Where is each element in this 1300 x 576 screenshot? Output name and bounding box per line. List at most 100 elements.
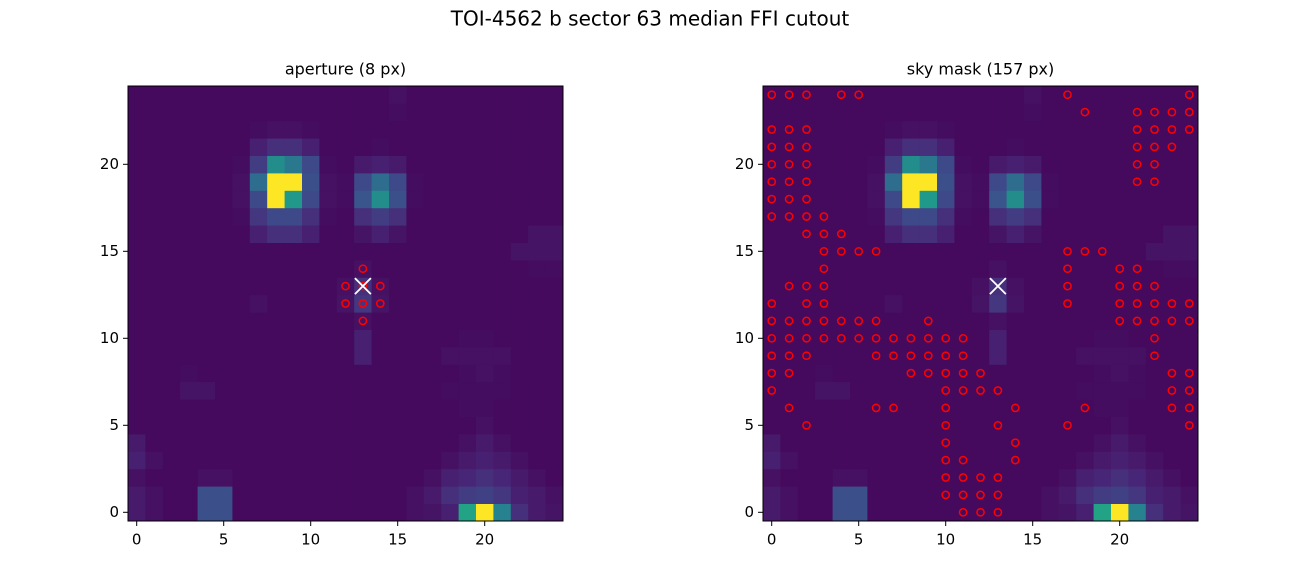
heatmap-cell: [780, 381, 799, 400]
heatmap-cell: [797, 364, 816, 383]
heatmap-cell: [423, 347, 442, 365]
heatmap-cell: [528, 451, 546, 470]
heatmap-cell: [867, 260, 886, 278]
heatmap-cell: [884, 138, 903, 156]
heatmap-cell: [371, 381, 390, 400]
heatmap-cell: [441, 138, 459, 156]
heatmap-cell: [267, 120, 285, 139]
heatmap-cell: [162, 486, 181, 504]
heatmap-cell: [284, 312, 303, 330]
heatmap-cell: [197, 294, 216, 313]
heatmap-cell: [510, 103, 529, 122]
heatmap-cell: [215, 190, 233, 209]
heatmap-cell: [354, 347, 372, 365]
heatmap-cell: [937, 503, 955, 522]
heatmap-cell: [389, 329, 407, 348]
heatmap-cell: [545, 451, 564, 470]
mask-point: [767, 142, 777, 152]
heatmap-cell: [1128, 138, 1147, 156]
heatmap-cell: [867, 416, 886, 435]
heatmap-cell: [989, 260, 1007, 278]
heatmap-cell: [302, 486, 320, 504]
heatmap-cell: [458, 381, 477, 400]
heatmap-cell: [145, 434, 164, 452]
heatmap-cell: [406, 242, 425, 261]
heatmap-cell: [215, 381, 233, 400]
heatmap-cell: [919, 260, 938, 278]
heatmap-cell: [763, 86, 781, 104]
heatmap-cell: [249, 120, 268, 139]
heatmap-cell: [423, 86, 442, 104]
heatmap-cell: [267, 468, 285, 487]
heatmap-cell: [284, 434, 303, 452]
heatmap-cell: [336, 503, 355, 522]
heatmap-cell: [162, 399, 181, 417]
heatmap-cell: [1006, 277, 1025, 296]
heatmap-cell: [867, 294, 886, 313]
heatmap-cell: [162, 138, 181, 156]
heatmap-cell: [510, 381, 529, 400]
heatmap-cell: [406, 138, 425, 156]
heatmap-cell: [215, 294, 233, 313]
mask-point: [1167, 142, 1177, 152]
heatmap-cell: [476, 173, 494, 191]
heatmap-cell: [971, 138, 990, 156]
heatmap-cell: [1163, 173, 1181, 191]
mask-point: [1132, 107, 1142, 117]
heatmap-cell: [215, 468, 233, 487]
mask-point: [906, 368, 916, 378]
heatmap-cell: [919, 434, 938, 452]
heatmap-cell: [1128, 86, 1147, 104]
heatmap-cell: [797, 260, 816, 278]
mask-point: [1115, 264, 1125, 274]
heatmap-cell: [267, 486, 285, 504]
mask-point: [958, 386, 968, 395]
mask-point: [767, 386, 777, 395]
heatmap-cell: [797, 138, 816, 156]
mask-point: [836, 229, 846, 239]
heatmap-cell: [249, 503, 268, 522]
heatmap-cell: [1024, 451, 1042, 470]
heatmap-cell: [406, 381, 425, 400]
heatmap-cell: [763, 173, 781, 191]
heatmap-cell: [354, 260, 372, 278]
heatmap-cell: [476, 503, 494, 522]
heatmap-cell: [1093, 294, 1112, 313]
heatmap-cell: [971, 381, 990, 400]
heatmap-cell: [128, 399, 146, 417]
heatmap-cell: [1093, 451, 1112, 470]
heatmap-cell: [1145, 364, 1164, 383]
heatmap-cell: [180, 399, 198, 417]
heatmap-cell: [971, 155, 990, 174]
heatmap-cell: [441, 347, 459, 365]
heatmap-cell: [884, 173, 903, 191]
heatmap-cell: [493, 277, 512, 296]
mask-point: [854, 316, 864, 326]
heatmap-cell: [423, 468, 442, 487]
heatmap-cell: [406, 86, 425, 104]
heatmap-cell: [510, 294, 529, 313]
heatmap-cell: [336, 86, 355, 104]
heatmap-cell: [267, 294, 285, 313]
heatmap-cell: [1058, 329, 1077, 348]
heatmap-cell: [458, 173, 477, 191]
heatmap-cell: [545, 364, 564, 383]
heatmap-cell: [919, 242, 938, 261]
mask-point: [341, 281, 350, 291]
heatmap-cell: [528, 503, 546, 522]
y-tick-label: 0: [109, 503, 119, 521]
mask-point: [1080, 403, 1090, 413]
heatmap-cell: [1024, 486, 1042, 504]
heatmap-cell: [971, 468, 990, 487]
heatmap-cell: [902, 225, 920, 243]
heatmap-cell: [1163, 503, 1181, 522]
heatmap-cell: [423, 120, 442, 139]
heatmap-cell: [1111, 364, 1129, 383]
heatmap-cell: [902, 468, 920, 487]
mask-point: [1063, 264, 1072, 274]
heatmap-cell: [302, 155, 320, 174]
heatmap-cell: [832, 86, 851, 104]
x-tick-label: 0: [767, 531, 777, 549]
heatmap-cell: [867, 503, 886, 522]
heatmap-cell: [389, 451, 407, 470]
